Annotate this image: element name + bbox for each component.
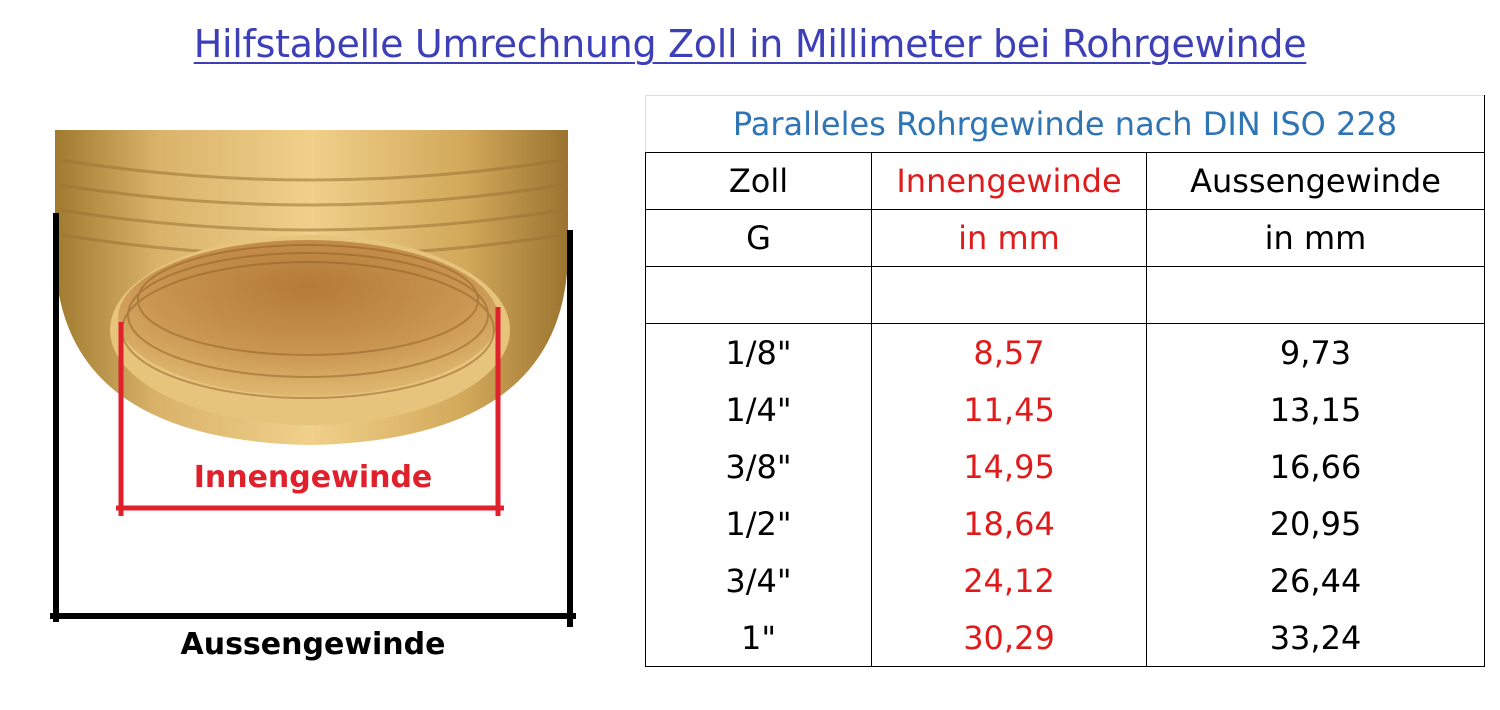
outer-cell: 33,24 xyxy=(1146,609,1485,667)
header-zoll: Zoll xyxy=(645,152,872,210)
table-row: 1/2" 18,64 20,95 xyxy=(645,495,1485,552)
conversion-table: Paralleles Rohrgewinde nach DIN ISO 228 … xyxy=(645,95,1485,667)
table-row: 1/8" 8,57 9,73 xyxy=(645,323,1485,381)
header-unit-row: G in mm in mm xyxy=(645,209,1485,267)
outer-cell: 9,73 xyxy=(1146,323,1485,381)
header-innengewinde: Innengewinde xyxy=(871,152,1147,210)
outer-cell: 26,44 xyxy=(1146,552,1485,609)
inner-cell: 18,64 xyxy=(871,495,1147,552)
page-title: Hilfstabelle Umrechnung Zoll in Millimet… xyxy=(193,22,1307,66)
header-g: G xyxy=(645,209,872,267)
outer-cell: 13,15 xyxy=(1146,381,1485,438)
outer-cell: 16,66 xyxy=(1146,438,1485,495)
header-outer-unit: in mm xyxy=(1146,209,1485,267)
outer-cell: 20,95 xyxy=(1146,495,1485,552)
empty-cell xyxy=(1146,266,1485,324)
empty-cell xyxy=(871,266,1147,324)
zoll-cell: 1/2" xyxy=(645,495,872,552)
table-row: 3/4" 24,12 26,44 xyxy=(645,552,1485,609)
zoll-cell: 3/8" xyxy=(645,438,872,495)
outer-thread-label: Aussengewinde xyxy=(180,627,446,662)
inner-cell: 14,95 xyxy=(871,438,1147,495)
table-row: 3/8" 14,95 16,66 xyxy=(645,438,1485,495)
zoll-cell: 3/4" xyxy=(645,552,872,609)
header-row: Zoll Innengewinde Aussengewinde xyxy=(645,152,1485,210)
inner-cell: 11,45 xyxy=(871,381,1147,438)
zoll-cell: 1/4" xyxy=(645,381,872,438)
table-caption: Paralleles Rohrgewinde nach DIN ISO 228 xyxy=(645,95,1485,153)
table-row: 1" 30,29 33,24 xyxy=(645,609,1485,667)
inner-cell: 8,57 xyxy=(871,323,1147,381)
empty-cell xyxy=(645,266,872,324)
table-row: 1/4" 11,45 13,15 xyxy=(645,381,1485,438)
inner-cell: 30,29 xyxy=(871,609,1147,667)
brass-fitting-figure: Innengewinde Aussengewinde xyxy=(0,90,630,706)
header-inner-unit: in mm xyxy=(871,209,1147,267)
header-aussengewinde: Aussengewinde xyxy=(1146,152,1485,210)
zoll-cell: 1" xyxy=(645,609,872,667)
brass-fitting-image xyxy=(50,130,576,627)
inner-cell: 24,12 xyxy=(871,552,1147,609)
inner-thread-label: Innengewinde xyxy=(193,460,433,495)
empty-row xyxy=(645,266,1485,324)
zoll-cell: 1/8" xyxy=(645,323,872,381)
